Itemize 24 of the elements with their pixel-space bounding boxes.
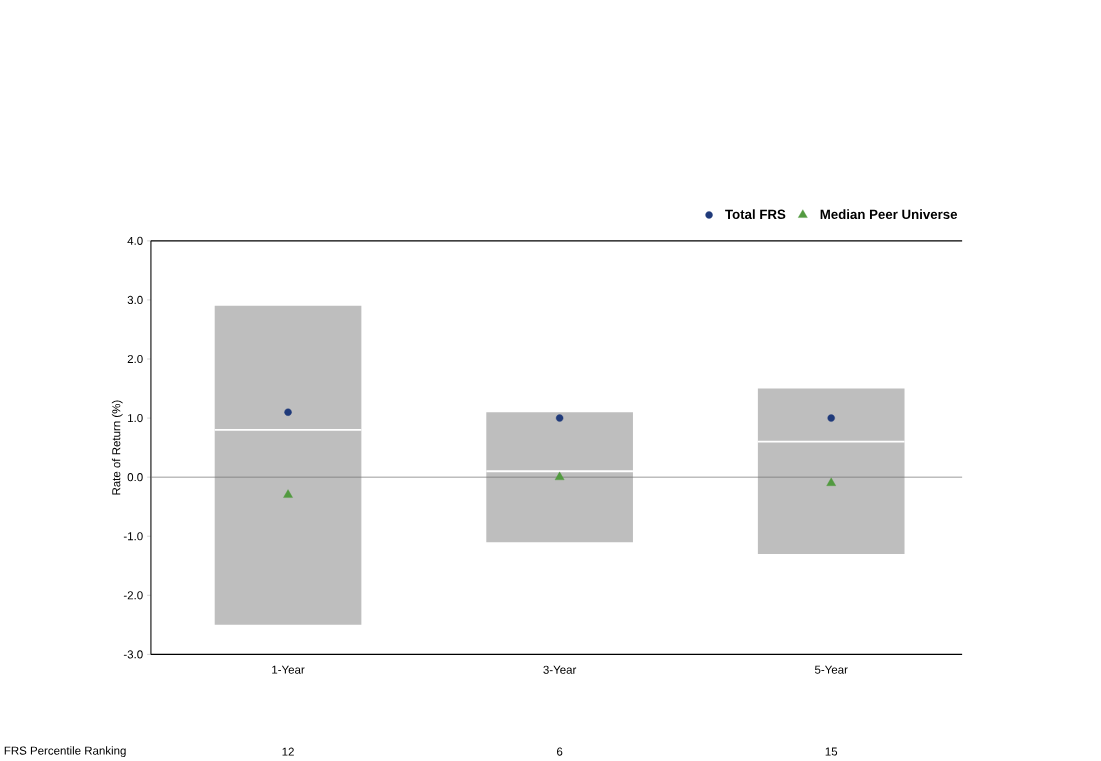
point: [555, 414, 564, 422]
y-tick-label: 0.0: [127, 473, 143, 482]
text: FRS Percentile Ranking: [4, 746, 126, 758]
y-tick-label: -1.0: [123, 532, 143, 541]
point: [554, 471, 565, 481]
point: [284, 408, 292, 416]
text: 15: [825, 747, 838, 756]
text: 12: [282, 747, 294, 756]
text: 6: [557, 747, 563, 756]
point: [826, 477, 836, 487]
x-tick-label: 1-Year: [272, 665, 305, 674]
y-tick-label: 1.0: [128, 414, 143, 423]
x-tick-label: 3-Year: [543, 665, 577, 674]
y-tick-label: -2.0: [123, 591, 143, 600]
y-axis-title: Rate of Return (%): [111, 400, 123, 495]
legend-label: Median Peer Universe: [820, 209, 958, 220]
y-tick-label: 2.0: [127, 355, 143, 364]
point: [827, 414, 835, 422]
x-tick-label: 5-Year: [814, 665, 848, 674]
legend-label: Total FRS: [725, 209, 786, 220]
y-tick-label: 3.0: [127, 295, 143, 305]
y-tick-label: -3.0: [123, 650, 143, 659]
y-tick-label: 4.0: [127, 236, 143, 246]
point: [283, 489, 293, 498]
